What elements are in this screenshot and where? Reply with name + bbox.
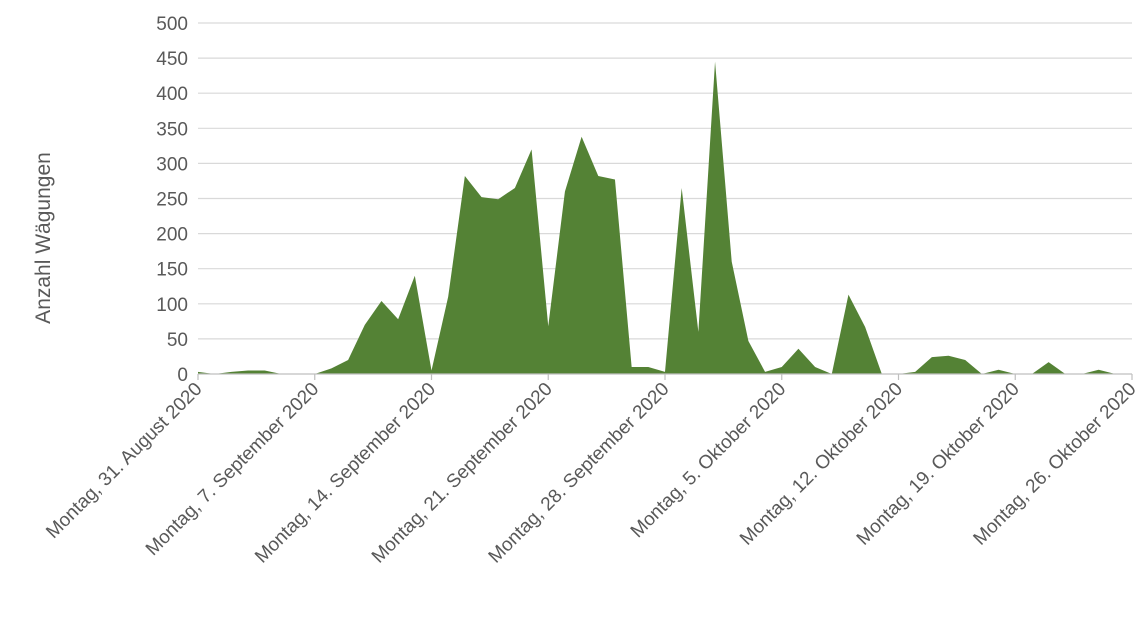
y-axis-tick-labels: 0 50 100 150 200 250 300 350 400 450 500	[156, 14, 188, 386]
y-tick-label: 450	[156, 49, 188, 70]
y-tick-label: 100	[156, 295, 188, 316]
area-series	[198, 61, 1132, 375]
y-tick-label: 150	[156, 260, 188, 281]
gridlines	[198, 22, 1132, 340]
y-tick-label: 0	[177, 365, 188, 386]
y-tick-label: 250	[156, 190, 188, 211]
y-tick-label: 400	[156, 84, 188, 105]
y-tick-label: 50	[167, 330, 188, 351]
y-axis-title: Anzahl Wägungen	[32, 152, 55, 324]
y-tick-label: 300	[156, 154, 188, 175]
area-series-0	[198, 61, 1132, 375]
y-tick-label: 500	[156, 14, 188, 35]
y-tick-label: 200	[156, 225, 188, 246]
y-tick-label: 350	[156, 119, 188, 140]
x-axis	[197, 373, 1133, 380]
